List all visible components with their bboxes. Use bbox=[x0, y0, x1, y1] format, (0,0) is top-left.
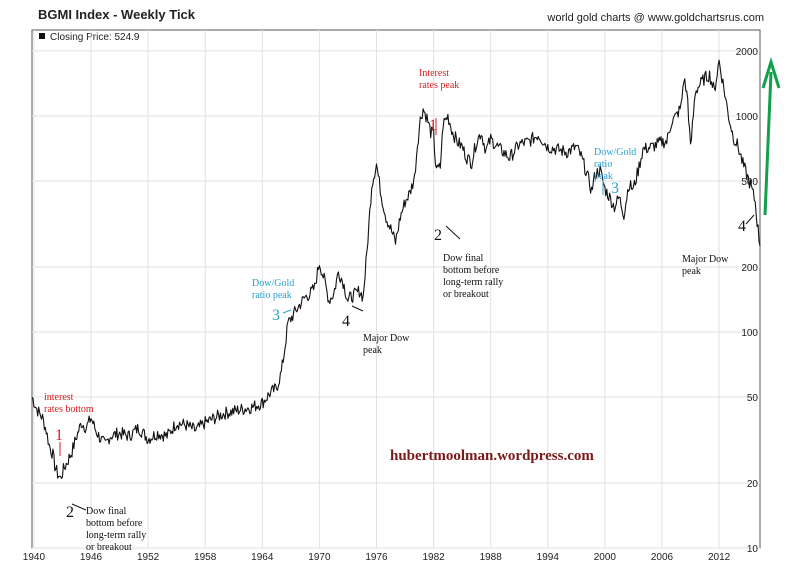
annotation-1-peak-line-2: rates peak bbox=[419, 80, 459, 91]
annotation-1-peak-text: Interest rates peak bbox=[419, 68, 459, 91]
annotation-1-left-text: interest rates bottom bbox=[44, 392, 94, 415]
annotation-4-mid-marker: 4 bbox=[342, 313, 350, 330]
annotation-4-right-text: Major Dow peak bbox=[682, 254, 731, 277]
annotation-3-mid-line-1: Dow/Gold bbox=[252, 278, 294, 289]
x-tick-label: 1964 bbox=[251, 552, 274, 563]
x-tick-label: 2000 bbox=[594, 552, 617, 563]
x-tick-label: 2012 bbox=[708, 552, 731, 563]
annotation-4-mid-text: Major Dow peak bbox=[363, 333, 412, 356]
annotation-4-right-marker: 4 bbox=[738, 218, 746, 235]
annotation-2-left-arrow bbox=[71, 503, 87, 511]
annotation-1-left-line-2: rates bottom bbox=[44, 404, 94, 415]
annotation-4-right-line-1: Major Dow bbox=[682, 254, 729, 265]
annotation-3-right-text: Dow/Gold ratio peak bbox=[594, 147, 639, 182]
x-tick-label: 2006 bbox=[651, 552, 674, 563]
green-arrow-head bbox=[761, 56, 781, 89]
annotation-2-left-marker: 2 bbox=[66, 504, 74, 521]
annotation-1-left-marker: 1 bbox=[55, 427, 63, 444]
annotation-2-mid-line-1: Dow final bbox=[443, 253, 483, 264]
y-tick-label: 10 bbox=[747, 544, 759, 555]
y-tick-label: 50 bbox=[747, 393, 759, 404]
annotation-3-right-marker: 3 bbox=[611, 180, 619, 197]
annotation-2-mid-marker: 2 bbox=[434, 227, 442, 244]
watermark-text: hubertmoolman.wordpress.com bbox=[390, 448, 594, 464]
annotation-3-right-line-3: peak bbox=[594, 171, 613, 182]
annotation-2-mid-arrow bbox=[445, 225, 461, 240]
annotation-4-right-arrow bbox=[745, 214, 755, 225]
annotation-2-left-line-4: or breakout bbox=[86, 542, 132, 553]
x-axis: 1940 1946 1952 1958 1964 1970 1976 1982 1988 1994… bbox=[23, 552, 731, 563]
annotation-3-right-line-2: ratio bbox=[594, 159, 612, 170]
y-tick-label: 100 bbox=[741, 328, 758, 339]
y-tick-label: 2000 bbox=[736, 47, 759, 58]
annotation-3-mid-marker: 3 bbox=[272, 307, 280, 324]
plot-frame bbox=[31, 29, 761, 549]
y-tick-label: 20 bbox=[747, 479, 759, 490]
green-arrow-shaft bbox=[763, 71, 773, 216]
x-tick-label: 1988 bbox=[480, 552, 503, 563]
annotation-2-left-line-1: Dow final bbox=[86, 506, 126, 517]
annotation-2-left-line-2: bottom before bbox=[86, 518, 143, 529]
annotation-2-mid-text: Dow final bottom before long-term rally … bbox=[443, 253, 506, 300]
legend-swatch bbox=[39, 33, 45, 39]
chart-title: BGMI Index - Weekly Tick bbox=[38, 7, 196, 22]
annotation-4-mid-line-1: Major Dow bbox=[363, 333, 410, 344]
annotation-2-mid-line-3: long-term rally bbox=[443, 277, 503, 288]
series-line bbox=[31, 59, 761, 479]
x-tick-label: 1982 bbox=[422, 552, 445, 563]
legend-label: Closing Price: 524.9 bbox=[50, 32, 140, 43]
annotation-3-mid-line-2: ratio peak bbox=[252, 290, 292, 301]
x-tick-label: 1946 bbox=[80, 552, 103, 563]
x-tick-label: 1958 bbox=[194, 552, 217, 563]
annotation-1-left-line-1: interest bbox=[44, 392, 74, 403]
annotation-3-mid-text: Dow/Gold ratio peak bbox=[252, 278, 297, 301]
annotation-3-mid-arrow bbox=[282, 309, 292, 314]
annotation-4-right-line-2: peak bbox=[682, 266, 701, 277]
x-tick-label: 1940 bbox=[23, 552, 46, 563]
annotation-1-peak-line-1: Interest bbox=[419, 68, 449, 79]
chart-source: world gold charts @ www.goldchartsrus.co… bbox=[547, 12, 764, 24]
grid bbox=[32, 30, 760, 549]
annotation-2-left-line-3: long-term rally bbox=[86, 530, 146, 541]
y-tick-label: 1000 bbox=[736, 112, 759, 123]
annotation-2-mid-line-4: or breakout bbox=[443, 289, 489, 300]
y-tick-label: 200 bbox=[741, 263, 758, 274]
annotation-2-left-text: Dow final bottom before long-term rally … bbox=[86, 506, 149, 553]
annotation-2-mid-line-2: bottom before bbox=[443, 265, 500, 276]
x-tick-label: 1994 bbox=[537, 552, 560, 563]
annotation-3-right-line-1: Dow/Gold bbox=[594, 147, 636, 158]
annotation-1-peak-marker: 1 bbox=[429, 117, 437, 134]
x-tick-label: 1976 bbox=[365, 552, 388, 563]
annotation-4-mid-line-2: peak bbox=[363, 345, 382, 356]
annotation-4-mid-arrow bbox=[351, 305, 364, 312]
x-tick-label: 1952 bbox=[137, 552, 160, 563]
x-tick-label: 1970 bbox=[308, 552, 331, 563]
